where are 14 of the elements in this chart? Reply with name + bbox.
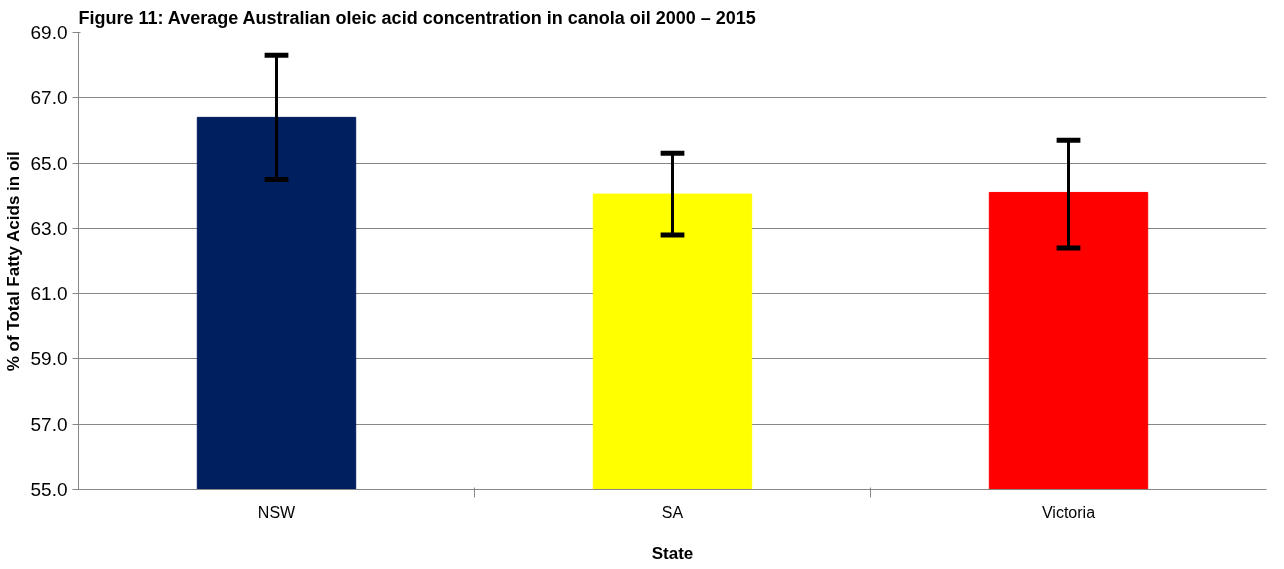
x-axis-title: State xyxy=(651,543,694,563)
y-tick-label: 57.0 xyxy=(30,413,68,435)
chart-title: Figure 11: Average Australian oleic acid concentration in canola oil 2000 – 2015 xyxy=(78,7,756,28)
y-tick-label: 55.0 xyxy=(30,479,68,500)
y-tick-label: 67.0 xyxy=(30,87,68,109)
x-tick-label: SA xyxy=(661,503,684,521)
y-tick-label: 69.0 xyxy=(30,22,68,43)
y-tick-label: 61.0 xyxy=(30,283,68,305)
y-tick-label: 63.0 xyxy=(30,217,68,239)
y-tick-label: 59.0 xyxy=(30,348,68,370)
y-tick-label: 65.0 xyxy=(30,152,68,174)
x-tick-label: NSW xyxy=(257,503,297,521)
x-tick-label: Victoria xyxy=(1041,503,1096,521)
y-axis-title: % of Total Fatty Acids in oil xyxy=(3,151,23,372)
